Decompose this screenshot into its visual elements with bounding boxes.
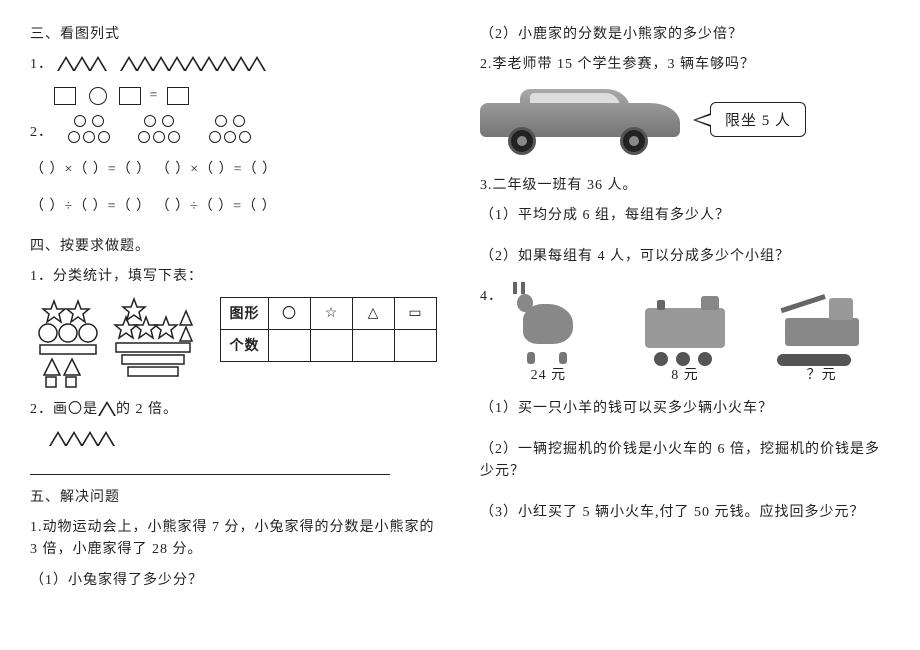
circle-group xyxy=(209,115,255,151)
tbl-blank xyxy=(269,329,311,361)
q4-1-content: 图形 〇 ☆ △ ▭ 个数 xyxy=(30,297,440,389)
q3-2-number: 2． xyxy=(30,125,53,140)
q5-1-2: （2）小鹿家的分数是小熊家的多少倍？ xyxy=(480,24,890,46)
item-excavator: ？元 xyxy=(762,294,882,384)
q5-1-1: （1）小兔家得了多少分？ xyxy=(30,570,440,592)
q4-2-text-a: 2．画〇是 xyxy=(30,402,98,417)
excavator-price: ？元 xyxy=(762,364,882,384)
section-4-title: 四、按要求做题。 xyxy=(30,236,440,258)
q3-eq-divide: （ ）÷（ ）=（ ） （ ）÷（ ）=（ ） xyxy=(30,196,440,218)
tbl-header-count: 个数 xyxy=(221,329,269,361)
q3-1-blanks: = xyxy=(30,85,440,107)
left-column: 三、看图列式 1． = 2． （ ）×（ ）=（ ） （ ）×（ ）=（ xyxy=(30,20,440,630)
q3-1-number: 1． xyxy=(30,57,53,72)
car-row: 限坐 5 人 xyxy=(480,85,890,155)
blank-box xyxy=(119,87,141,105)
q5-2-text: 2.李老师带 15 个学生参赛，3 辆车够吗？ xyxy=(480,54,890,76)
item-deer: 24 元 xyxy=(488,294,608,384)
tbl-star-icon: ☆ xyxy=(311,297,353,329)
blank-box xyxy=(167,87,189,105)
q3-eq-multiply: （ ）×（ ）=（ ） （ ）×（ ）=（ ） xyxy=(30,159,440,181)
q5-1-text: 1.动物运动会上，小熊家得 7 分，小兔家得的分数是小熊家的3 倍，小鹿家得了 … xyxy=(30,517,440,562)
tbl-blank xyxy=(353,329,395,361)
excavator-toy-icon xyxy=(777,294,867,358)
q3-2-row: 2． xyxy=(30,115,440,151)
deer-price: 24 元 xyxy=(488,364,608,384)
tbl-blank xyxy=(311,329,353,361)
blank-box xyxy=(54,87,76,105)
deer-toy-icon xyxy=(503,294,593,358)
blank-circle xyxy=(89,87,107,105)
q5-4-items: 24 元 8 元 ？元 xyxy=(480,294,890,384)
equals-text: = xyxy=(150,88,163,103)
section-3-title: 三、看图列式 xyxy=(30,24,440,46)
circle-group xyxy=(138,115,184,151)
car-icon xyxy=(480,85,700,155)
train-price: 8 元 xyxy=(625,364,745,384)
q3-1-row: 1． xyxy=(30,54,440,76)
shapes-pile-icon xyxy=(30,297,210,389)
q4-2-text: 2．画〇是 的 2 倍。 xyxy=(30,399,440,421)
tbl-triangle-icon: △ xyxy=(353,297,395,329)
q5-3-1: （1）平均分成 6 组，每组有多少人？ xyxy=(480,205,890,227)
tbl-rect-icon: ▭ xyxy=(395,297,437,329)
circle-group xyxy=(68,115,114,151)
seat-limit-bubble: 限坐 5 人 xyxy=(710,102,806,137)
tbl-header-shape: 图形 xyxy=(221,297,269,329)
q5-3-2: （2）如果每组有 4 人，可以分成多少个小组？ xyxy=(480,246,890,268)
section-5-title: 五、解决问题 xyxy=(30,487,440,509)
train-toy-icon xyxy=(640,294,730,358)
shape-count-table: 图形 〇 ☆ △ ▭ 个数 xyxy=(220,297,437,362)
answer-line xyxy=(30,474,390,475)
tbl-circle-icon: 〇 xyxy=(269,297,311,329)
tbl-blank xyxy=(395,329,437,361)
q4-2-triangles xyxy=(30,429,440,451)
q5-4-1: （1）买一只小羊的钱可以买多少辆小火车？ xyxy=(480,398,890,420)
q4-1-text: 1．分类统计，填写下表： xyxy=(30,266,440,288)
q4-2-text-b: 的 2 倍。 xyxy=(116,402,178,417)
q5-3-text: 3.二年级一班有 36 人。 xyxy=(480,175,890,197)
right-column: （2）小鹿家的分数是小熊家的多少倍？ 2.李老师带 15 个学生参赛，3 辆车够… xyxy=(480,20,890,630)
item-train: 8 元 xyxy=(625,294,745,384)
q5-4-2: （2）一辆挖掘机的价钱是小火车的 6 倍，挖掘机的价钱是多少元？ xyxy=(480,439,890,484)
q5-4-3: （3）小红买了 5 辆小火车,付了 50 元钱。应找回多少元？ xyxy=(480,502,890,524)
